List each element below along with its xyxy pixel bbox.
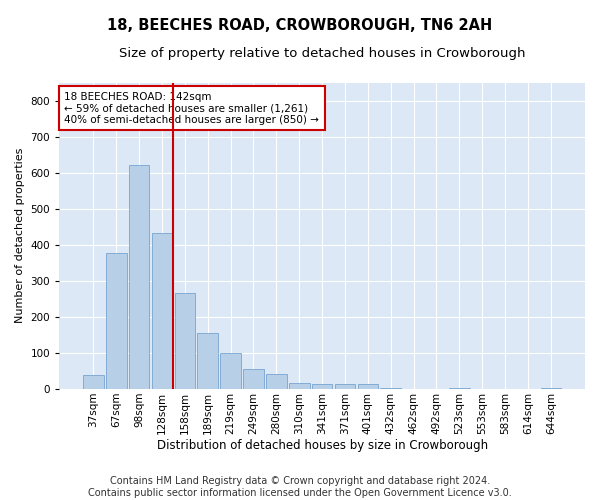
Text: 18, BEECHES ROAD, CROWBOROUGH, TN6 2AH: 18, BEECHES ROAD, CROWBOROUGH, TN6 2AH: [107, 18, 493, 32]
Title: Size of property relative to detached houses in Crowborough: Size of property relative to detached ho…: [119, 48, 526, 60]
Bar: [243, 369, 264, 389]
Text: 18 BEECHES ROAD: 142sqm
← 59% of detached houses are smaller (1,261)
40% of semi: 18 BEECHES ROAD: 142sqm ← 59% of detache…: [64, 92, 319, 125]
Bar: [197, 333, 218, 389]
Bar: [129, 164, 149, 389]
Bar: [152, 233, 172, 389]
Bar: [175, 294, 195, 389]
Bar: [266, 374, 287, 389]
Y-axis label: Number of detached properties: Number of detached properties: [15, 148, 25, 324]
Bar: [289, 382, 310, 389]
Bar: [106, 252, 127, 389]
Bar: [220, 353, 241, 389]
Bar: [358, 384, 378, 389]
Bar: [335, 384, 355, 389]
Bar: [83, 374, 104, 389]
Bar: [312, 384, 332, 389]
Bar: [449, 388, 470, 389]
Bar: [541, 388, 561, 389]
X-axis label: Distribution of detached houses by size in Crowborough: Distribution of detached houses by size …: [157, 440, 488, 452]
Text: Contains HM Land Registry data © Crown copyright and database right 2024.
Contai: Contains HM Land Registry data © Crown c…: [88, 476, 512, 498]
Bar: [380, 388, 401, 389]
